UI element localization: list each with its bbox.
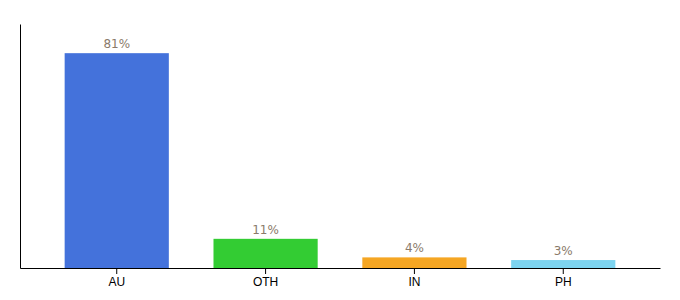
data-labels: 81% 11% 4% 3% [103, 37, 572, 258]
y-axis [20, 25, 21, 269]
x-tick: OTH [253, 268, 278, 289]
x-tick: PH [555, 268, 572, 289]
data-label: 3% [554, 244, 573, 258]
bar [213, 239, 317, 268]
x-tick-mark [265, 268, 266, 274]
x-axis: AU OTH IN PH [21, 268, 661, 289]
x-tick-mark [563, 268, 564, 274]
x-tick-mark [116, 268, 117, 274]
data-label: 81% [103, 37, 130, 51]
bar [65, 53, 169, 268]
data-label: 11% [252, 223, 279, 237]
y-axis-line [20, 25, 21, 269]
x-tick: IN [408, 268, 420, 289]
data-label: 4% [405, 241, 424, 255]
bar [362, 257, 466, 268]
x-tick-mark [414, 268, 415, 274]
x-tick-label: PH [555, 275, 572, 289]
plot: 81% 11% 4% 3% AU OTH IN PH [21, 25, 661, 289]
bars [65, 53, 616, 268]
x-tick: AU [108, 268, 125, 289]
chart: 81% 11% 4% 3% AU OTH IN PH [0, 0, 680, 300]
x-tick-label: OTH [253, 275, 278, 289]
x-tick-label: AU [108, 275, 125, 289]
bar [511, 260, 615, 268]
x-tick-label: IN [408, 275, 420, 289]
